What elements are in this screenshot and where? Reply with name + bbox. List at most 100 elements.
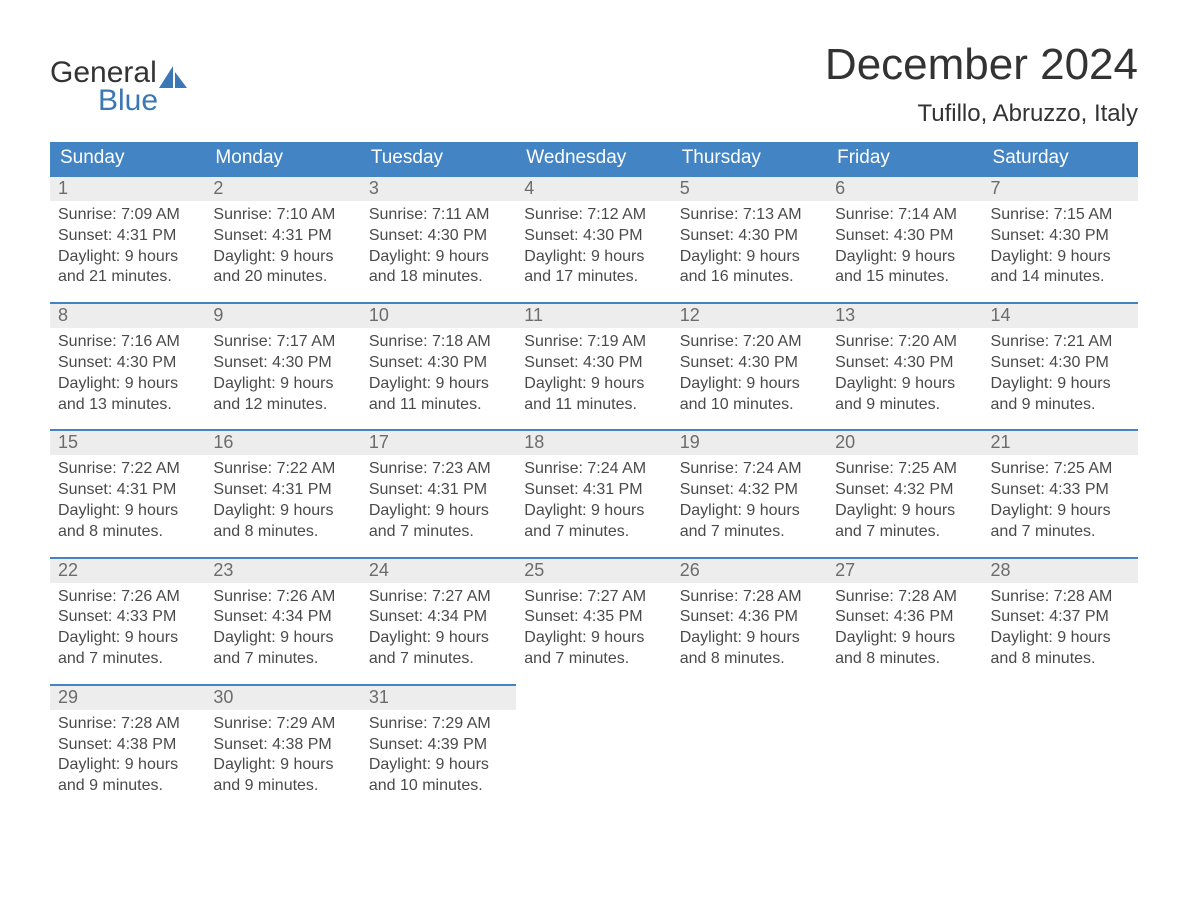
day-number-row: 16 [205,429,360,455]
location-label: Tufillo, Abruzzo, Italy [825,100,1138,128]
calendar-grid: Sunday Monday Tuesday Wednesday Thursday… [50,142,1138,797]
daylight-text-line1: Daylight: 9 hours [58,247,197,268]
day-number: 29 [50,686,205,710]
day-number: 7 [983,177,1138,201]
daylight-text-line1: Daylight: 9 hours [835,501,974,522]
sunset-text: Sunset: 4:30 PM [680,353,819,374]
daylight-text-line1: Daylight: 9 hours [213,755,352,776]
daylight-text-line1: Daylight: 9 hours [369,755,508,776]
sunset-text: Sunset: 4:31 PM [213,226,352,247]
day-details: Sunrise: 7:28 AMSunset: 4:36 PMDaylight:… [827,583,982,670]
sunset-text: Sunset: 4:31 PM [524,480,663,501]
day-details: Sunrise: 7:20 AMSunset: 4:30 PMDaylight:… [827,328,982,415]
sunset-text: Sunset: 4:32 PM [835,480,974,501]
day-cell: 14Sunrise: 7:21 AMSunset: 4:30 PMDayligh… [983,302,1138,415]
daylight-text-line2: and 7 minutes. [680,522,819,543]
day-number-row: 15 [50,429,205,455]
month-title: December 2024 [825,40,1138,90]
daylight-text-line1: Daylight: 9 hours [213,374,352,395]
day-details: Sunrise: 7:24 AMSunset: 4:31 PMDaylight:… [516,455,671,542]
day-cell: 5Sunrise: 7:13 AMSunset: 4:30 PMDaylight… [672,175,827,288]
day-number: 19 [672,431,827,455]
day-number: 5 [672,177,827,201]
daylight-text-line2: and 18 minutes. [369,267,508,288]
daylight-text-line2: and 7 minutes. [369,649,508,670]
day-number-row: 2 [205,175,360,201]
day-details: Sunrise: 7:28 AMSunset: 4:36 PMDaylight:… [672,583,827,670]
day-cell: 2Sunrise: 7:10 AMSunset: 4:31 PMDaylight… [205,175,360,288]
calendar-page: General Blue December 2024 Tufillo, Abru… [0,0,1188,851]
daylight-text-line1: Daylight: 9 hours [680,628,819,649]
sunrise-text: Sunrise: 7:26 AM [213,587,352,608]
day-number-row: 18 [516,429,671,455]
dow-wednesday: Wednesday [516,142,671,175]
sunrise-text: Sunrise: 7:10 AM [213,205,352,226]
daylight-text-line2: and 16 minutes. [680,267,819,288]
day-number-row: 28 [983,557,1138,583]
sunrise-text: Sunrise: 7:28 AM [991,587,1130,608]
day-number: 12 [672,304,827,328]
sunrise-text: Sunrise: 7:22 AM [213,459,352,480]
sunset-text: Sunset: 4:36 PM [835,607,974,628]
day-details: Sunrise: 7:09 AMSunset: 4:31 PMDaylight:… [50,201,205,288]
sunrise-text: Sunrise: 7:20 AM [680,332,819,353]
day-details: Sunrise: 7:27 AMSunset: 4:34 PMDaylight:… [361,583,516,670]
day-details: Sunrise: 7:17 AMSunset: 4:30 PMDaylight:… [205,328,360,415]
day-number: 25 [516,559,671,583]
daylight-text-line2: and 8 minutes. [835,649,974,670]
sunset-text: Sunset: 4:36 PM [680,607,819,628]
day-cell: 16Sunrise: 7:22 AMSunset: 4:31 PMDayligh… [205,429,360,542]
daylight-text-line1: Daylight: 9 hours [369,374,508,395]
daylight-text-line2: and 12 minutes. [213,395,352,416]
week-row: 22Sunrise: 7:26 AMSunset: 4:33 PMDayligh… [50,557,1138,670]
day-details: Sunrise: 7:19 AMSunset: 4:30 PMDaylight:… [516,328,671,415]
sunrise-text: Sunrise: 7:24 AM [680,459,819,480]
day-details: Sunrise: 7:14 AMSunset: 4:30 PMDaylight:… [827,201,982,288]
daylight-text-line1: Daylight: 9 hours [991,374,1130,395]
day-number: 14 [983,304,1138,328]
daylight-text-line1: Daylight: 9 hours [835,374,974,395]
day-cell: 30Sunrise: 7:29 AMSunset: 4:38 PMDayligh… [205,684,360,797]
day-number: 8 [50,304,205,328]
daylight-text-line2: and 7 minutes. [991,522,1130,543]
sunrise-text: Sunrise: 7:23 AM [369,459,508,480]
day-number-row: 1 [50,175,205,201]
daylight-text-line1: Daylight: 9 hours [524,247,663,268]
week-row: 8Sunrise: 7:16 AMSunset: 4:30 PMDaylight… [50,302,1138,415]
day-number: 24 [361,559,516,583]
sunrise-text: Sunrise: 7:28 AM [835,587,974,608]
day-details: Sunrise: 7:21 AMSunset: 4:30 PMDaylight:… [983,328,1138,415]
day-number: 28 [983,559,1138,583]
day-details: Sunrise: 7:26 AMSunset: 4:34 PMDaylight:… [205,583,360,670]
sunrise-text: Sunrise: 7:13 AM [680,205,819,226]
title-block: December 2024 Tufillo, Abruzzo, Italy [825,40,1138,128]
day-number: 4 [516,177,671,201]
day-cell: 31Sunrise: 7:29 AMSunset: 4:39 PMDayligh… [361,684,516,797]
week-row: 15 Sunrise: 7:22 AM Sunset: 4:31 PM Dayligh… [50,429,1138,542]
day-details: Sunrise: 7:15 AMSunset: 4:30 PMDaylight:… [983,201,1138,288]
day-details: Sunrise: 7:25 AMSunset: 4:33 PMDaylight:… [983,455,1138,542]
day-details: Sunrise: 7:11 AMSunset: 4:30 PMDaylight:… [361,201,516,288]
daylight-text-line1: Daylight: 9 hours [58,755,197,776]
sunset-text: Sunset: 4:38 PM [213,735,352,756]
day-number: 20 [827,431,982,455]
sunset-text: Sunset: 4:31 PM [58,480,197,501]
sunrise-text: Sunrise: 7:27 AM [369,587,508,608]
day-cell: 21Sunrise: 7:25 AMSunset: 4:33 PMDayligh… [983,429,1138,542]
day-cell: 15Sunrise: 7:22 AMSunset: 4:31 PMDayligh… [50,429,205,542]
daylight-text-line1: Daylight: 9 hours [680,501,819,522]
week-row: 1Sunrise: 7:09 AMSunset: 4:31 PMDaylight… [50,175,1138,288]
sunset-text: Sunset: 4:35 PM [524,607,663,628]
weeks-container: 1Sunrise: 7:09 AMSunset: 4:31 PMDaylight… [50,175,1138,797]
day-details: Sunrise: 7:18 AMSunset: 4:30 PMDaylight:… [361,328,516,415]
day-cell: 23Sunrise: 7:26 AMSunset: 4:34 PMDayligh… [205,557,360,670]
sunrise-text: Sunrise: 7:19 AM [524,332,663,353]
dow-monday: Monday [205,142,360,175]
day-number: 27 [827,559,982,583]
daylight-text-line1: Daylight: 9 hours [680,374,819,395]
day-details: Sunrise: 7:20 AMSunset: 4:30 PMDaylight:… [672,328,827,415]
daylight-text-line2: and 14 minutes. [991,267,1130,288]
daylight-text-line2: and 20 minutes. [213,267,352,288]
dow-friday: Friday [827,142,982,175]
sunrise-text: Sunrise: 7:27 AM [524,587,663,608]
